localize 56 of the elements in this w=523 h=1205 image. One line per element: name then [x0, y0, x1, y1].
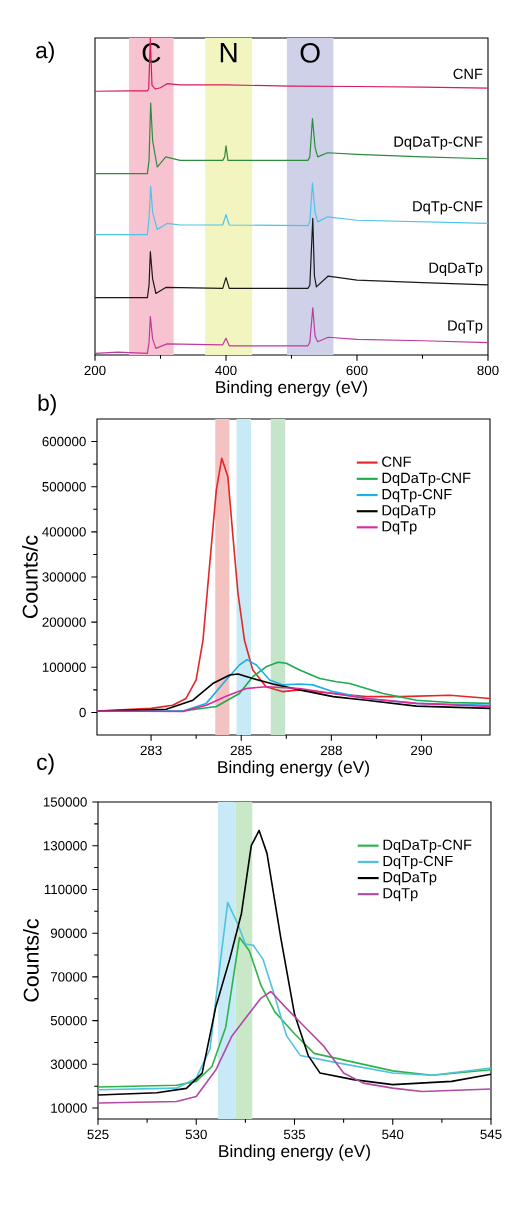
band-label: O — [300, 42, 320, 63]
y-tick-label: 10000 — [51, 1103, 87, 1113]
line-series — [96, 685, 491, 713]
y-tick-label: 70000 — [50, 972, 87, 982]
x-tick-label: 545 — [480, 1129, 502, 1139]
y-tick-label: 90000 — [50, 928, 87, 938]
legend-label: DqDaTp — [382, 505, 436, 519]
series-label: DqTp — [448, 320, 483, 334]
series-label: DqTp-CNF — [413, 201, 483, 215]
series-label: CNF — [453, 68, 483, 80]
legend-label: DqDaTp — [383, 872, 437, 886]
x-axis-title: Binding energy (eV) — [216, 380, 367, 397]
x-tick-label: 283 — [140, 745, 162, 756]
x-tick-label: 800 — [477, 365, 499, 376]
y-tick-label: 200000 — [42, 617, 86, 627]
line-series — [97, 936, 492, 1088]
x-tick-label: 285 — [230, 745, 252, 756]
band-label: N — [220, 42, 237, 63]
x-axis-title: Binding energy (eV) — [218, 760, 369, 777]
y-axis-title: Counts/c — [22, 535, 38, 618]
y-axis-title: Counts/c — [23, 918, 39, 1002]
x-tick-label: 525 — [87, 1129, 109, 1140]
x-tick-label: 288 — [320, 745, 342, 756]
text: b) — [38, 394, 56, 416]
y-tick-label: 600000 — [42, 436, 86, 447]
x-axis-title: Binding energy (eV) — [219, 1144, 370, 1161]
x-tick-label: 540 — [382, 1129, 404, 1140]
y-tick-label: 400000 — [42, 527, 86, 537]
y-tick-label: 30000 — [50, 1059, 87, 1070]
series-label: DqDaTp — [429, 262, 483, 276]
legend-label: DqDaTp-CNF — [382, 472, 471, 486]
x-tick-label: 600 — [346, 365, 368, 376]
y-tick-label: 50000 — [50, 1015, 87, 1026]
x-tick-label: 290 — [411, 745, 433, 756]
y-tick-label: 300000 — [42, 572, 86, 582]
line-series — [97, 901, 492, 1091]
series-label: DqDaTp-CNF — [394, 136, 483, 150]
y-tick-label: 0 — [79, 707, 86, 718]
y-tick-label: 130000 — [43, 841, 87, 851]
text: a) — [36, 41, 54, 63]
legend-label: DqTp-CNF — [383, 855, 453, 870]
legend-label: CNF — [382, 456, 411, 467]
legend-label: DqTp-CNF — [382, 488, 452, 503]
legend-label: DqTp — [383, 888, 418, 902]
y-tick-label: 110000 — [44, 884, 87, 895]
y-tick-label: 500000 — [42, 482, 86, 492]
x-tick-label: 535 — [283, 1129, 306, 1140]
y-tick-label: 100000 — [42, 662, 86, 672]
line-series — [97, 990, 492, 1104]
text: c) — [37, 753, 54, 775]
legend-label: DqTp — [382, 521, 417, 535]
x-tick-label: 400 — [215, 365, 237, 376]
legend-label: DqDaTp-CNF — [383, 839, 472, 853]
y-tick-label: 150000 — [43, 797, 87, 807]
x-tick-label: 200 — [84, 365, 106, 376]
x-tick-label: 530 — [185, 1129, 207, 1140]
